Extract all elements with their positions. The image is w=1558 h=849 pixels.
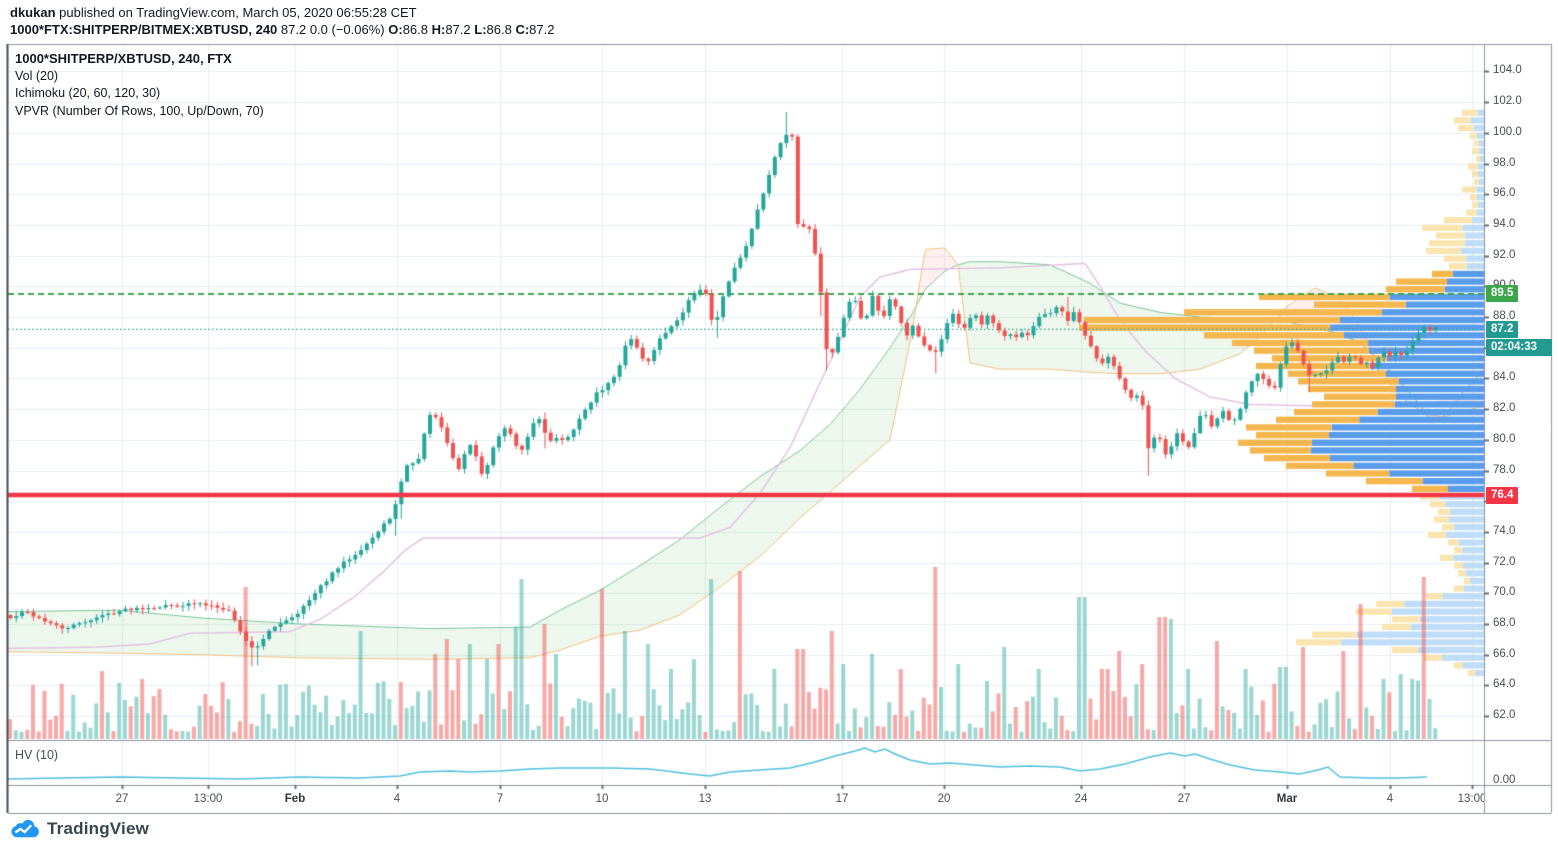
chart-legend: 1000*SHITPERP/XBTUSD, 240, FTX Vol (20) … (15, 50, 264, 120)
ohlc-item: L:86.8 (474, 22, 516, 37)
time-tick-label: 4 (1386, 793, 1394, 805)
ohlc-item: C:87.2 (515, 22, 555, 37)
tradingview-brand-text: TradingView (47, 818, 150, 838)
time-tick-label: 13:00 (193, 793, 223, 805)
symbol-title: 1000*FTX:SHITPERP/BITMEX:XBTUSD, 240 (10, 22, 278, 37)
price-tick-label: 72.0 (1493, 555, 1516, 568)
time-tick-label: Mar (1276, 793, 1298, 805)
price-tick-label: 92.0 (1493, 248, 1516, 261)
author-name: dkukan (10, 5, 56, 20)
hv-axis-zero: 0.00 (1493, 774, 1516, 786)
time-tick-label: Feb (284, 793, 306, 805)
price-tick-label: 74.0 (1493, 524, 1516, 537)
price-tick-label: 84.0 (1493, 371, 1516, 384)
quote-change: 87.2 0.0 (−0.06%) (277, 22, 389, 37)
hv-indicator-label[interactable]: HV (10) (15, 748, 59, 762)
ohlc-item: H:87.2 (431, 22, 475, 37)
time-tick-label: 10 (595, 793, 609, 805)
time-tick-label: 17 (835, 793, 849, 805)
price-tick-label: 68.0 (1493, 617, 1516, 629)
time-tick-label: 13:00 (1457, 793, 1484, 805)
publish-info: dkukan published on TradingView.com, Mar… (10, 5, 417, 20)
resistance-price-label: 89.5 (1486, 285, 1519, 303)
time-tick-label: 27 (115, 793, 129, 805)
tradingview-cloud-icon (11, 819, 39, 838)
ohlc-values: O:86.8 H:87.2 L:86.8 C:87.2 (388, 22, 554, 37)
countdown-label: 02:04:33 (1486, 338, 1552, 356)
price-tick-label: 82.0 (1493, 402, 1516, 415)
ohlc-item: O:86.8 (388, 22, 432, 37)
time-axis[interactable]: 27 13:00 Feb 4 7 10 13 17 20 24 27 Mar 4 13:00 (0, 785, 1484, 813)
time-tick-label: 7 (496, 793, 504, 805)
price-tick-label: 64.0 (1493, 678, 1516, 691)
price-tick-label: 102.0 (1493, 95, 1522, 108)
time-tick-label: 27 (1177, 793, 1191, 805)
price-tick-label: 66.0 (1493, 647, 1516, 660)
last-price-label: 87.2 (1486, 320, 1519, 338)
price-tick-label: 98.0 (1493, 156, 1516, 169)
legend-vpvr-indicator[interactable]: VPVR (Number Of Rows, 100, Up/Down, 70) (15, 103, 264, 118)
price-tick-label: 80.0 (1493, 432, 1516, 445)
price-tick-label: 100.0 (1493, 125, 1522, 138)
price-tick-label: 104.0 (1493, 64, 1522, 77)
publish-text: published on TradingView.com, March 05, … (55, 5, 417, 20)
alert-price-label: 76.4 (1486, 486, 1519, 504)
time-tick-label: 20 (937, 793, 951, 805)
legend-ichimoku-indicator[interactable]: Ichimoku (20, 60, 120, 30) (15, 86, 161, 100)
price-tick-label: 96.0 (1493, 187, 1516, 200)
tradingview-logo[interactable]: TradingView (10, 818, 149, 839)
symbol-quote-line: 1000*FTX:SHITPERP/BITMEX:XBTUSD, 240 87.… (10, 22, 554, 37)
price-tick-label: 94.0 (1493, 217, 1516, 230)
legend-volume-indicator[interactable]: Vol (20) (15, 68, 59, 83)
time-tick-label: 24 (1074, 793, 1088, 805)
legend-symbol[interactable]: 1000*SHITPERP/XBTUSD, 240, FTX (15, 51, 232, 66)
time-tick-label: 13 (698, 793, 712, 805)
price-tick-label: 88.0 (1493, 310, 1516, 322)
time-tick-label: 4 (393, 793, 401, 805)
price-tick-label: 78.0 (1493, 463, 1516, 476)
price-tick-label: 70.0 (1493, 586, 1516, 599)
price-tick-label: 62.0 (1493, 709, 1516, 722)
